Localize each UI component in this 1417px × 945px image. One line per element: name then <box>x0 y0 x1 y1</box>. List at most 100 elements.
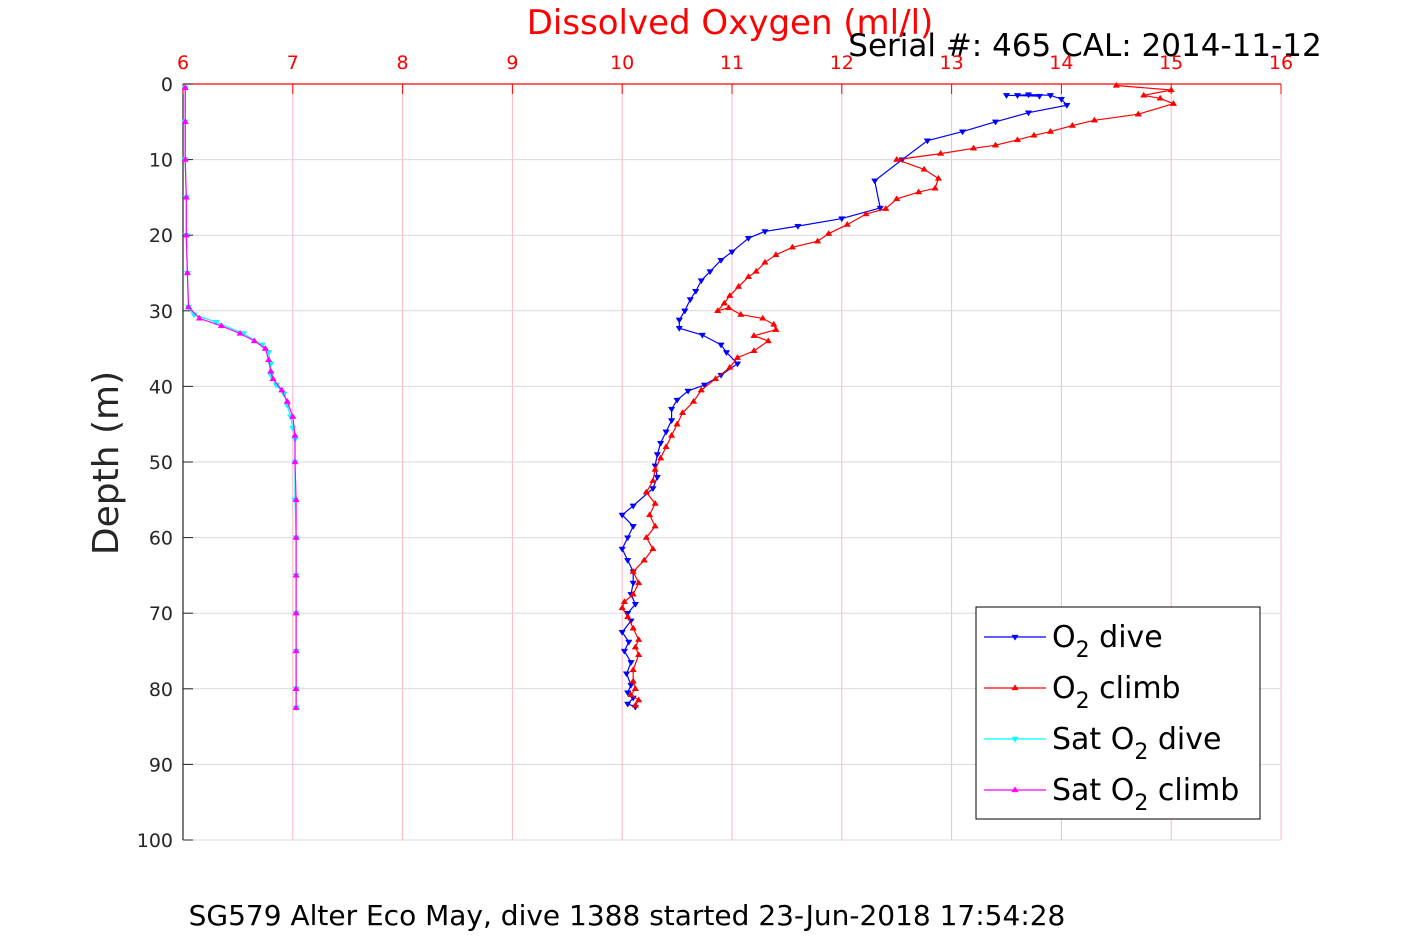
data-point <box>750 347 758 354</box>
data-point <box>759 314 767 321</box>
legend-label-rest: climb <box>1090 671 1181 706</box>
y-tick-label: 50 <box>149 452 173 474</box>
data-point <box>726 363 734 370</box>
data-point <box>991 141 1000 148</box>
legend-label-main: O <box>1052 620 1076 655</box>
data-point <box>1112 81 1120 88</box>
data-point <box>1057 96 1066 103</box>
y-tick-label: 20 <box>149 225 173 247</box>
data-point <box>1169 99 1178 106</box>
legend-entry: Sat O2 dive <box>984 722 1221 765</box>
data-point <box>882 205 890 211</box>
data-point <box>627 660 635 667</box>
data-point <box>653 452 661 459</box>
data-point <box>651 499 659 506</box>
x-tick-label: 12 <box>830 52 854 74</box>
data-point <box>936 149 945 156</box>
legend-label-rest: climb <box>1148 773 1239 808</box>
data-point <box>684 388 692 395</box>
data-point <box>1002 93 1011 100</box>
y-tick-label: 0 <box>161 74 173 96</box>
data-point <box>624 701 632 708</box>
data-point <box>629 503 637 510</box>
data-point <box>673 397 681 404</box>
data-point <box>764 337 772 344</box>
data-point <box>635 651 643 657</box>
data-point <box>725 304 733 310</box>
data-point <box>750 332 758 338</box>
data-point <box>624 558 632 564</box>
data-point <box>824 230 833 236</box>
x-tick-label: 6 <box>177 52 189 74</box>
data-point <box>1156 94 1164 101</box>
data-point <box>728 249 736 256</box>
legend-label-subscript: 2 <box>1134 740 1148 765</box>
data-point <box>1063 102 1071 109</box>
data-point <box>629 567 637 574</box>
data-point <box>893 195 901 202</box>
data-point <box>1140 91 1148 98</box>
legend-marker <box>1011 736 1019 743</box>
data-point <box>629 580 637 587</box>
data-point <box>195 314 204 321</box>
legend-marker <box>1011 684 1019 691</box>
data-point <box>292 685 300 691</box>
data-point <box>726 292 734 298</box>
data-point <box>1090 116 1098 123</box>
data-point <box>1167 86 1175 93</box>
data-point <box>620 598 629 605</box>
legend-marker <box>1011 786 1019 793</box>
data-point <box>635 579 643 586</box>
data-point <box>629 624 637 631</box>
legend-label: O2 climb <box>1052 671 1181 714</box>
data-point <box>733 354 742 360</box>
data-point <box>181 155 189 162</box>
tick-labels: 6 7 8 9 10 11 12 13 14 15 16 0 10 20 30 40 50 60 70 80 90 100 <box>137 52 1293 852</box>
data-point <box>649 477 657 484</box>
data-point <box>1035 93 1044 100</box>
data-point <box>292 533 300 540</box>
legend-label: Sat O2 dive <box>1052 722 1221 765</box>
data-point <box>292 647 300 654</box>
y-tick-label: 80 <box>149 679 173 701</box>
data-point <box>678 409 687 416</box>
data-point <box>843 220 851 227</box>
x-tick-label: 11 <box>720 52 744 74</box>
data-point <box>700 382 709 389</box>
data-point <box>697 386 705 393</box>
data-point <box>673 420 681 427</box>
data-point <box>862 210 870 217</box>
data-point <box>618 604 626 611</box>
data-point <box>1046 127 1055 134</box>
data-point <box>813 237 822 244</box>
series-1 <box>618 81 1178 708</box>
data-point <box>622 671 631 678</box>
data-point <box>770 320 778 327</box>
data-point <box>649 486 657 493</box>
data-point <box>931 184 939 191</box>
legend-label: Sat O2 climb <box>1052 773 1239 816</box>
chart-caption: SG579 Alter Eco May, dive 1388 started 2… <box>189 899 1066 932</box>
data-point <box>283 397 291 404</box>
legend-label-rest: dive <box>1148 722 1221 757</box>
data-point <box>934 174 943 181</box>
data-point <box>642 488 651 495</box>
data-point <box>667 418 676 425</box>
y-tick-label: 70 <box>149 603 173 625</box>
data-point <box>618 546 626 553</box>
y-tick-label: 100 <box>137 830 173 852</box>
data-point <box>717 342 725 349</box>
data-point <box>711 375 720 382</box>
x-tick-label: 16 <box>1269 52 1293 74</box>
data-point <box>761 229 769 236</box>
data-point <box>653 474 661 481</box>
data-point <box>250 337 259 344</box>
legend: O 2 dive O2 climb Sat O2 dive Sat O2 climb <box>975 606 1261 820</box>
data-point <box>794 223 802 230</box>
data-point <box>624 613 632 620</box>
data-point <box>278 386 286 393</box>
data-point <box>737 310 745 317</box>
data-point <box>689 397 698 404</box>
plot-axes <box>182 83 1282 841</box>
